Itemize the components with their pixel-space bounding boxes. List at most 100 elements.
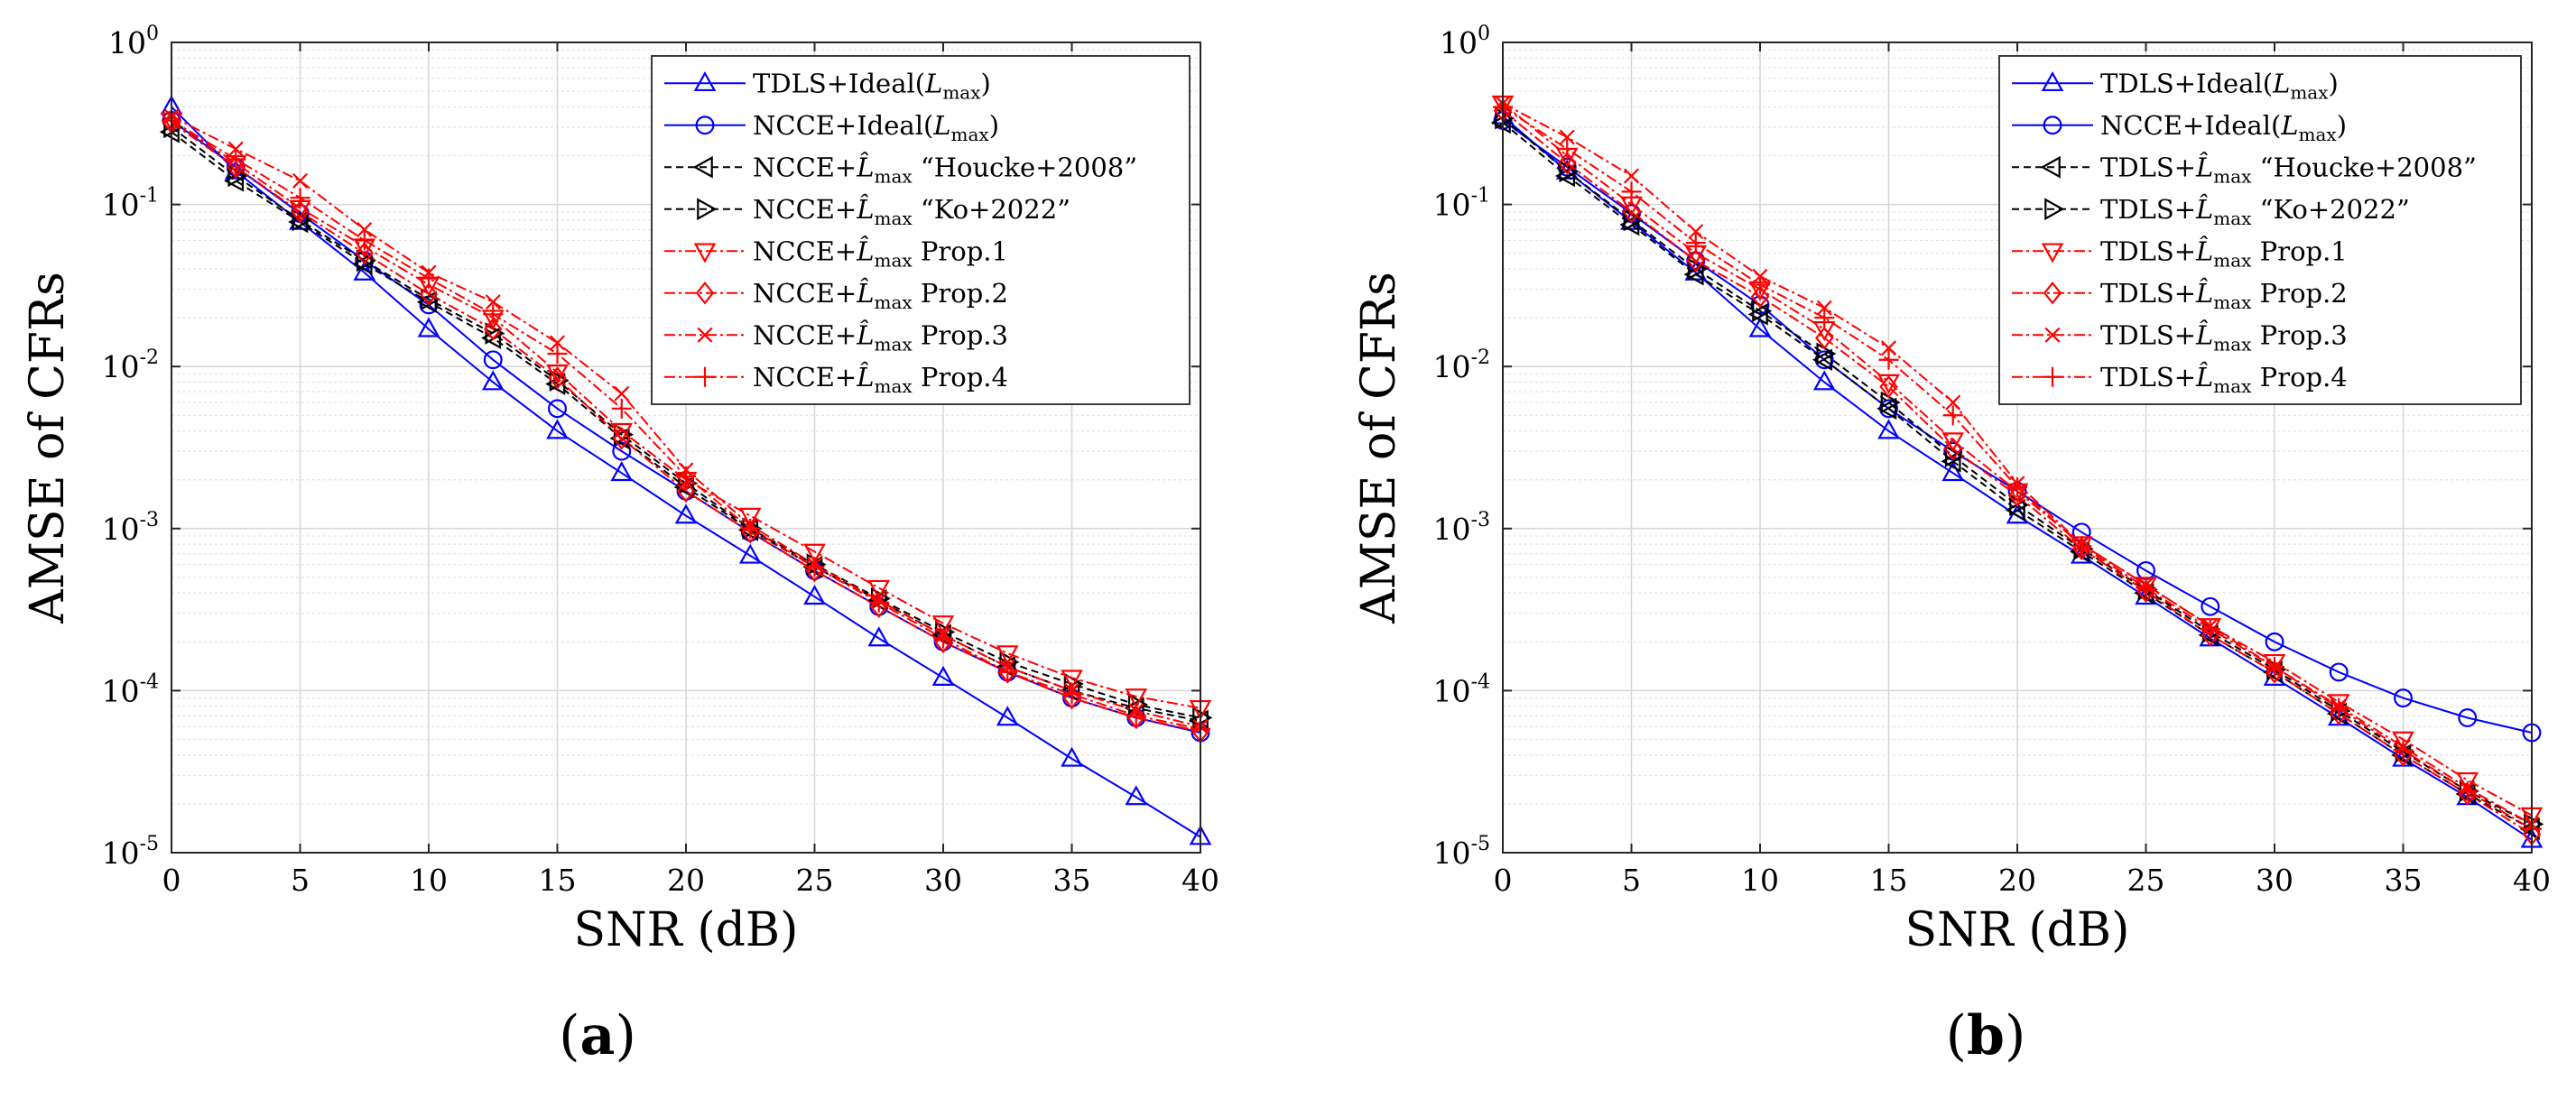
legend-label: NCCE+L̂max Prop.1 (753, 236, 1008, 271)
x-tick-label: 40 (2513, 863, 2551, 898)
legend-item: NCCE+L̂max Prop.4 (664, 361, 1008, 397)
x-tick-label: 5 (1622, 863, 1641, 898)
legend-label: TDLS+L̂max Prop.4 (2100, 361, 2348, 396)
legend-label: TDLS+Ideal(Lmax) (2100, 68, 2339, 103)
data-point (612, 427, 631, 450)
chart-panel-a: 0 5 10 15 20 25 30 35 40 10-5 10-4 10-3 10-2 10-1 100 S… (21, 23, 1219, 1067)
data-point (2071, 536, 2092, 557)
legend-label: TDLS+L̂max “Houcke+2008” (2100, 152, 2477, 187)
data-point (1880, 391, 1901, 414)
data-point (354, 230, 375, 251)
data-point (352, 253, 373, 275)
data-point (2329, 697, 2349, 718)
data-point (674, 503, 698, 524)
legend-marker (2040, 155, 2061, 179)
legend-label: TDLS+L̂max Prop.1 (2100, 236, 2348, 271)
data-point (1624, 168, 1639, 184)
data-point (738, 543, 762, 564)
y-tick-label: 10-2 (1433, 346, 1490, 384)
data-point (2005, 499, 2025, 522)
y-tick-label: 10-1 (102, 185, 159, 223)
legend-item: NCCE+Ideal(Lmax) (2012, 110, 2347, 145)
series-7 (1493, 97, 2542, 839)
data-point (611, 398, 632, 419)
legend: TDLS+Ideal(Lmax) NCCE+Ideal(Lmax) NCCE+L̂m… (651, 55, 1191, 405)
x-tick-label: 30 (924, 863, 962, 898)
data-point (1752, 300, 1773, 323)
legend-marker (695, 281, 715, 305)
data-point (417, 317, 440, 337)
legend-marker (693, 70, 717, 92)
data-point (2265, 632, 2284, 651)
data-point (1748, 317, 1772, 337)
series-line (171, 106, 1201, 838)
x-tick-label: 15 (1870, 863, 1908, 898)
data-point (1622, 200, 1641, 224)
data-point (1126, 706, 1146, 726)
data-point (227, 155, 246, 179)
legend-marker (693, 243, 717, 263)
x-tick-label: 35 (2385, 863, 2423, 898)
data-point (2136, 577, 2156, 598)
data-point (867, 579, 891, 600)
data-point (1812, 370, 1836, 391)
legend-box (651, 55, 1191, 405)
legend-label: TDLS+Ideal(Lmax) (753, 68, 991, 103)
data-point (421, 288, 441, 310)
legend-item: NCCE+L̂max “Ko+2022” (664, 193, 1070, 229)
data-point (481, 370, 505, 391)
legend-item: TDLS+L̂max Prop.4 (2012, 361, 2348, 397)
legend-label: TDLS+L̂max Prop.3 (2100, 319, 2348, 355)
data-point (2006, 503, 2029, 524)
legend-item: NCCE+L̂max Prop.2 (664, 277, 1008, 313)
data-point (2007, 476, 2027, 497)
data-point (2329, 662, 2349, 682)
data-point (1815, 326, 1834, 350)
data-point (996, 645, 1019, 666)
y-tick-label: 10-2 (102, 346, 159, 384)
data-point (1061, 746, 1083, 767)
data-point (1061, 670, 1083, 690)
data-point (1125, 785, 1148, 806)
data-point (868, 592, 889, 613)
data-point (676, 479, 696, 503)
y-axis-label: AMSE of CFRs (21, 272, 75, 624)
legend-item: TDLS+L̂max Prop.1 (2012, 236, 2348, 271)
tick-marks (1502, 42, 2533, 854)
y-tick-label: 100 (108, 23, 159, 60)
legend-label: NCCE+Ideal(Lmax) (753, 110, 999, 145)
data-point (1557, 139, 1578, 160)
data-point (1877, 419, 1900, 439)
data-point (2394, 688, 2413, 708)
data-point (484, 318, 503, 341)
legend-marker (2043, 115, 2062, 135)
data-point (1685, 233, 1706, 254)
data-point (614, 385, 630, 402)
data-point (1941, 432, 1965, 453)
data-point (740, 518, 761, 539)
legend-marker (697, 327, 713, 343)
data-point (1061, 684, 1082, 705)
data-point (290, 188, 310, 208)
legend-marker (692, 155, 713, 179)
x-tick-label: 0 (162, 863, 181, 898)
data-point (1879, 374, 1898, 399)
y-tick-label: 10-1 (1433, 185, 1490, 223)
y-tick-label: 10-4 (102, 670, 159, 708)
data-point (1559, 129, 1575, 145)
legend-label: NCCE+L̂max Prop.4 (753, 361, 1008, 396)
data-point (1750, 274, 1770, 295)
data-point (610, 461, 634, 482)
x-tick-label: 10 (410, 863, 448, 898)
y-tick-label: 10-5 (102, 833, 159, 871)
legend-marker (2041, 243, 2064, 263)
data-point (1881, 340, 1896, 356)
x-tick-label: 25 (796, 863, 834, 898)
legend-label: NCCE+L̂max “Ko+2022” (753, 193, 1070, 228)
y-tick-label: 10-3 (102, 509, 159, 547)
legend: TDLS+Ideal(Lmax) NCCE+Ideal(Lmax) TDLS+L̂m… (1998, 55, 2522, 405)
data-point (803, 543, 826, 564)
x-tick-label: 20 (667, 863, 705, 898)
data-point (867, 626, 891, 647)
